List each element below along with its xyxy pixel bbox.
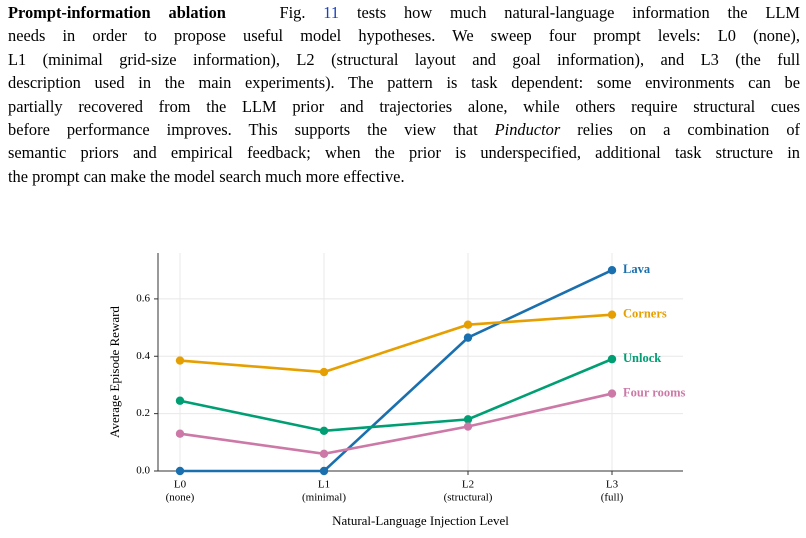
x-tick-note: (structural) xyxy=(444,492,493,504)
y-axis-label: Average Episode Reward xyxy=(107,306,122,438)
x-tick-label: L0 xyxy=(174,479,187,491)
x-tick-label: L2 xyxy=(462,479,474,491)
text-line: Prompt-information ablation Fig. 11 test… xyxy=(8,1,800,24)
text: relies on a combination of xyxy=(577,120,800,140)
series-marker xyxy=(463,333,473,342)
y-tick-label: 0.0 xyxy=(136,465,150,477)
text-line: partially recovered from the LLM prior a… xyxy=(8,96,800,116)
text-line: before performance improves. This suppor… xyxy=(8,118,800,141)
series-line xyxy=(179,392,613,456)
series-line xyxy=(179,357,613,433)
series-label: Unlock xyxy=(623,351,661,365)
method-name: Pinductor xyxy=(494,120,561,140)
series-marker xyxy=(175,356,185,365)
series-marker xyxy=(463,320,473,329)
text-line: semantic priors and empirical feedback; … xyxy=(8,143,800,163)
x-tick-label: L3 xyxy=(606,479,619,491)
figure-ref[interactable]: 11 xyxy=(323,3,340,22)
series-label: Lava xyxy=(623,262,651,276)
series-marker xyxy=(175,429,185,438)
x-tick-note: (none) xyxy=(166,492,195,504)
ref-label: Fig. xyxy=(279,3,306,22)
paragraph: Prompt-information ablation Fig. 11 test… xyxy=(8,1,800,188)
series-marker xyxy=(319,426,329,436)
text: tests how much natural-language informat… xyxy=(356,3,800,22)
series-marker xyxy=(175,466,185,476)
x-tick-note: (full) xyxy=(601,492,624,504)
text-line: the prompt can make the model search muc… xyxy=(8,166,405,186)
series-marker xyxy=(319,367,329,377)
y-tick-label: 0.6 xyxy=(136,292,150,304)
x-tick-note: (minimal) xyxy=(302,492,346,504)
text-line: description used in the main experiments… xyxy=(8,73,800,93)
series-label: Four rooms xyxy=(623,385,686,399)
text-line: L1 (minimal grid-size information), L2 (… xyxy=(8,49,800,69)
heading: Prompt-information ablation xyxy=(8,3,226,22)
x-tick-label: L1 xyxy=(318,479,330,491)
series-marker xyxy=(463,415,473,424)
series-label: Corners xyxy=(623,307,667,321)
series-marker xyxy=(607,310,617,319)
series-line xyxy=(180,269,613,473)
text: before performance improves. This suppor… xyxy=(8,120,478,140)
series-marker xyxy=(319,449,329,458)
series-marker xyxy=(175,396,185,405)
x-axis-label: Natural-Language Injection Level xyxy=(332,513,509,528)
y-tick-label: 0.4 xyxy=(136,350,150,362)
series-marker xyxy=(319,466,329,476)
series-marker xyxy=(607,266,617,275)
series-marker xyxy=(607,389,617,398)
series-marker xyxy=(607,354,617,364)
series-line xyxy=(179,313,613,374)
series-marker xyxy=(463,422,473,431)
text-line: needs in order to propose useful model h… xyxy=(8,26,800,46)
y-tick-label: 0.2 xyxy=(136,407,150,419)
